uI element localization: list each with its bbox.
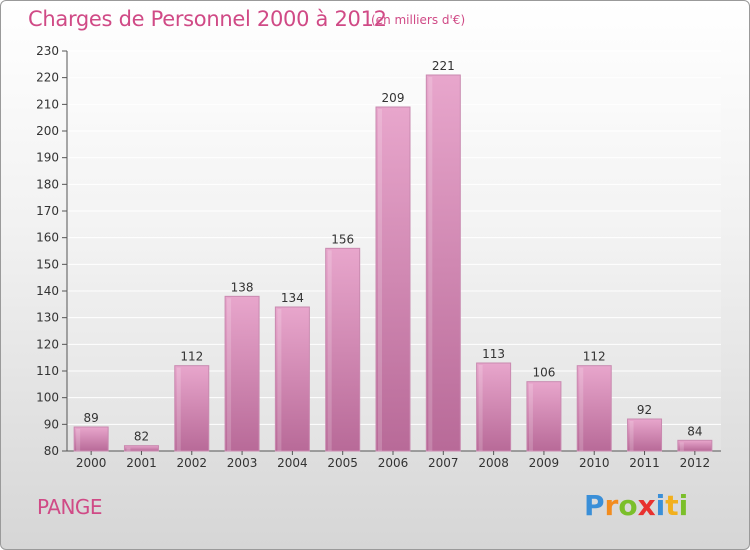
bar-value-label: 106 xyxy=(532,366,555,380)
bar xyxy=(375,106,411,452)
unit-label: (en milliers d'€) xyxy=(371,13,466,27)
proxiti-logo[interactable]: Proxiti xyxy=(584,489,688,522)
bar-value-label: 82 xyxy=(134,430,149,444)
bar-value-label: 84 xyxy=(687,424,702,438)
bar-highlight xyxy=(378,109,382,451)
bar-value-label: 134 xyxy=(281,291,304,305)
y-tick-label: 190 xyxy=(36,151,59,165)
y-tick-label: 210 xyxy=(36,97,59,111)
y-tick-label: 120 xyxy=(36,337,59,351)
x-tick-label: 2007 xyxy=(428,456,459,470)
logo-letter: i xyxy=(655,489,666,522)
logo-letter: t xyxy=(665,489,679,522)
y-tick-label: 110 xyxy=(36,364,59,378)
y-tick-label: 180 xyxy=(36,177,59,191)
bar xyxy=(627,418,663,452)
bar-value-label: 156 xyxy=(331,232,354,246)
bar-value-label: 221 xyxy=(432,59,455,73)
bar-highlight xyxy=(528,383,533,451)
bar-highlight xyxy=(629,421,634,451)
logo-letter: P xyxy=(584,489,605,522)
bar-value-label: 113 xyxy=(482,347,505,361)
x-tick-label: 2012 xyxy=(680,456,711,470)
bar-value-label: 89 xyxy=(84,411,99,425)
x-tick-label: 2002 xyxy=(176,456,207,470)
bar-highlight xyxy=(478,365,483,451)
y-tick-label: 230 xyxy=(36,44,59,58)
y-tick-label: 150 xyxy=(36,257,59,271)
bar-highlight xyxy=(277,309,282,451)
bar-highlight xyxy=(126,447,131,451)
y-tick-label: 160 xyxy=(36,231,59,245)
logo-letter: o xyxy=(618,489,638,522)
x-tick-label: 2008 xyxy=(478,456,509,470)
x-tick-label: 2004 xyxy=(277,456,308,470)
logo-letter: i xyxy=(678,489,689,522)
bar-highlight xyxy=(176,367,181,451)
bar-highlight xyxy=(428,77,433,451)
bar-value-label: 112 xyxy=(180,350,203,364)
bar xyxy=(425,74,461,452)
x-tick-label: 2011 xyxy=(629,456,660,470)
commune-name: PANGE xyxy=(37,495,103,519)
bar-value-label: 209 xyxy=(382,91,405,105)
logo-letter: x xyxy=(637,489,656,522)
y-tick-label: 80 xyxy=(44,444,59,458)
y-tick-label: 90 xyxy=(44,417,59,431)
bar xyxy=(526,381,562,452)
bar-highlight xyxy=(679,442,684,451)
x-tick-label: 2005 xyxy=(327,456,358,470)
y-tick-label: 170 xyxy=(36,204,59,218)
bar-highlight xyxy=(579,367,584,451)
x-tick-label: 2000 xyxy=(76,456,107,470)
bar-value-label: 92 xyxy=(637,403,652,417)
bar xyxy=(576,365,612,452)
y-tick-label: 130 xyxy=(36,311,59,325)
bar-value-label: 112 xyxy=(583,350,606,364)
x-tick-label: 2010 xyxy=(579,456,610,470)
bar-highlight xyxy=(76,429,81,451)
bar-highlight xyxy=(227,298,232,451)
bar xyxy=(476,362,512,452)
bar xyxy=(274,306,310,452)
chart-title: Charges de Personnel 2000 à 2012 xyxy=(28,7,387,31)
x-tick-label: 2006 xyxy=(378,456,409,470)
bar xyxy=(224,295,260,452)
y-tick-label: 200 xyxy=(36,124,59,138)
bar-highlight xyxy=(327,250,332,451)
y-tick-label: 140 xyxy=(36,284,59,298)
bar-value-label: 138 xyxy=(231,280,254,294)
y-tick-label: 220 xyxy=(36,71,59,85)
x-tick-label: 2001 xyxy=(126,456,157,470)
y-tick-label: 100 xyxy=(36,391,59,405)
bar xyxy=(325,247,361,452)
logo-letter: r xyxy=(604,489,619,522)
bar xyxy=(174,365,210,452)
x-tick-label: 2003 xyxy=(227,456,258,470)
x-tick-label: 2009 xyxy=(529,456,560,470)
